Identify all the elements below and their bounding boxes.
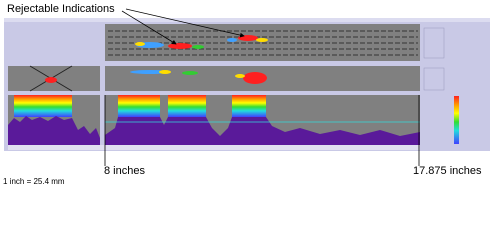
c-scan-top bbox=[105, 24, 420, 61]
screenshot: Rejectable Indications 8 inches 17.875 i… bbox=[3, 3, 490, 186]
scale-column bbox=[423, 27, 459, 144]
b-scan-left bbox=[8, 65, 100, 92]
scale-note: 1 inch = 25.4 mm bbox=[3, 177, 65, 186]
callout-label: Rejectable Indications bbox=[7, 3, 115, 15]
d-scan-right bbox=[105, 95, 420, 145]
end-label: 17.875 inches bbox=[413, 165, 482, 177]
b-scan-right bbox=[105, 66, 420, 91]
start-label: 8 inches bbox=[104, 165, 145, 177]
d-scan-left bbox=[8, 95, 100, 145]
callout-arrow bbox=[121, 10, 177, 45]
callout-arrow bbox=[125, 8, 245, 38]
axis-strip bbox=[8, 145, 420, 150]
panel-header bbox=[4, 18, 490, 22]
